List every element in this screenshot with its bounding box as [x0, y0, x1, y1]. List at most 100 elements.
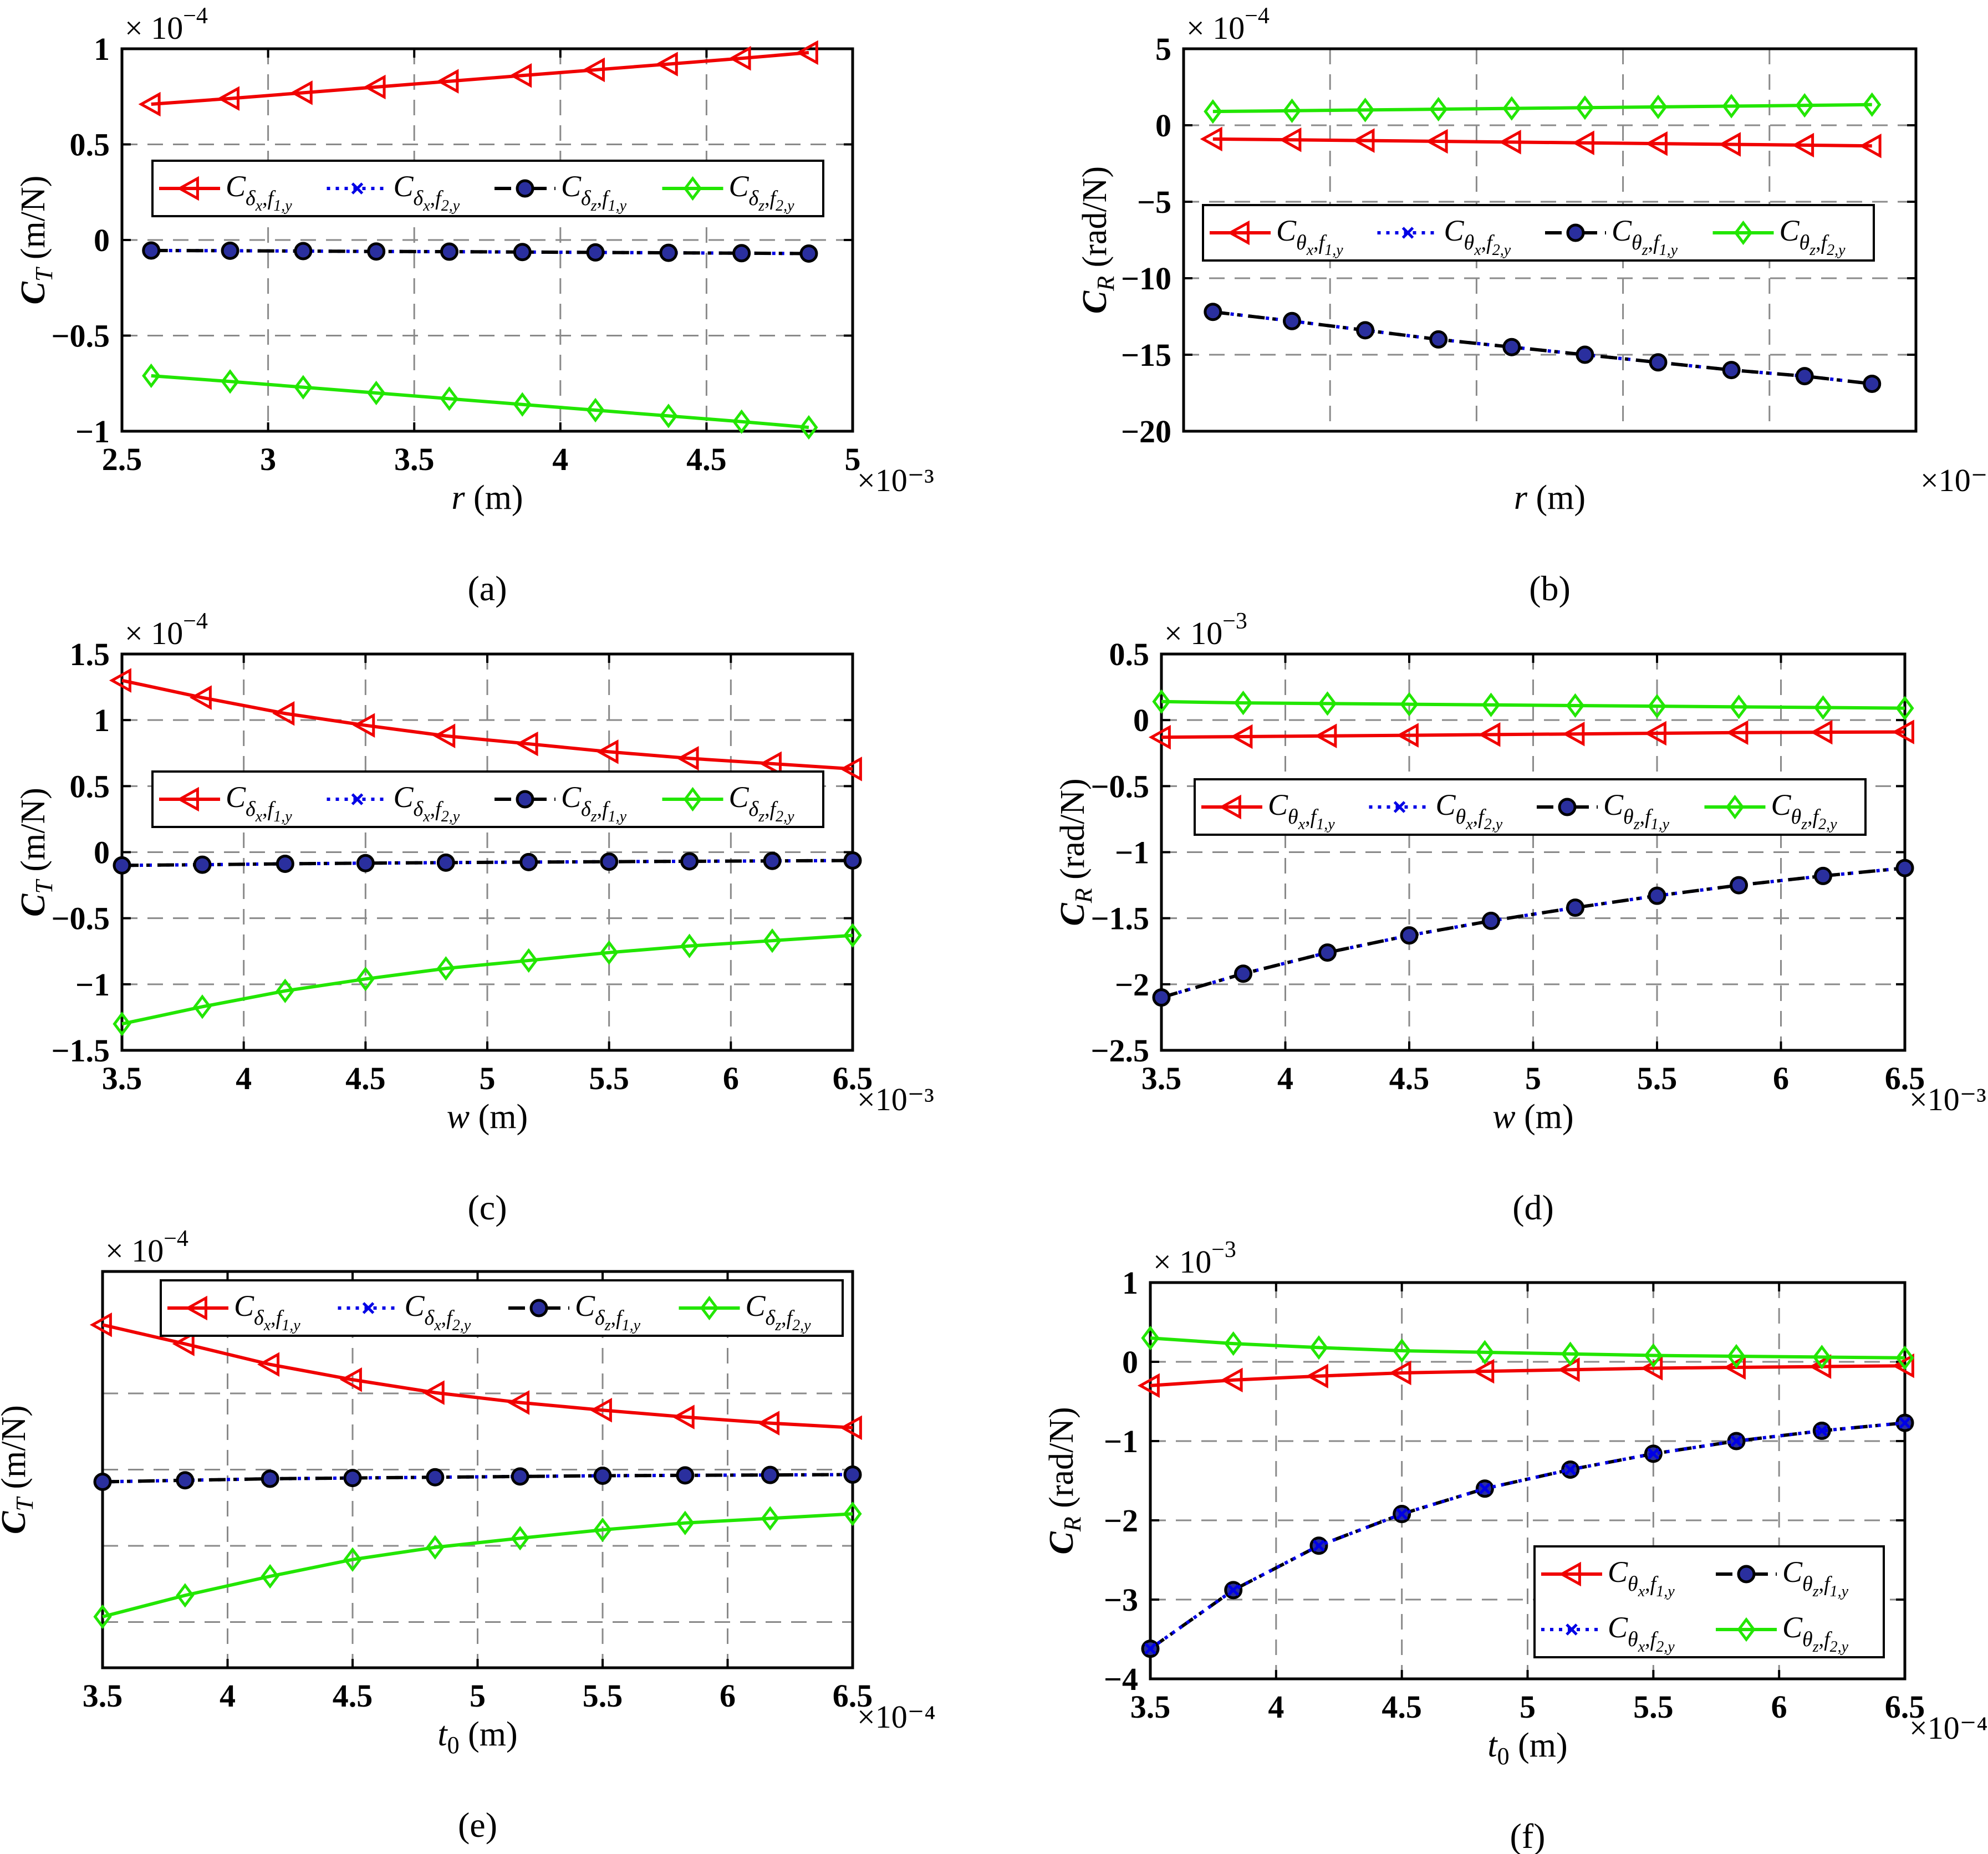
diamond-marker: [276, 978, 294, 1003]
triangle-marker: [1220, 1367, 1243, 1393]
series-line: [1161, 866, 1905, 999]
y-label-sub: T: [30, 879, 58, 894]
legend-sub2-sub: 1,y: [1830, 1583, 1849, 1600]
y-label-var: C: [1043, 1531, 1080, 1555]
circle-marker: [511, 1467, 529, 1486]
diamond-marker: [356, 967, 375, 992]
y-label-unit: (m/N): [0, 1405, 33, 1498]
diamond-marker: [1475, 1340, 1495, 1365]
legend-sub1: δ: [766, 1306, 776, 1330]
legend-sub2-sub: 1,y: [273, 197, 292, 214]
circle-marker: [142, 241, 161, 260]
diamond-marker: [1429, 96, 1448, 122]
x-tick-label: 5.5: [583, 1678, 623, 1714]
chart-panel-1: 50−5−10−15−20× 10−4×10⁻³r (m)CR (rad/N)(…: [1076, 3, 1988, 608]
legend-entry-label: Cθx,f1,y: [1276, 214, 1343, 259]
y-tick-label: 0.5: [70, 127, 110, 163]
legend-sub1-sub: z: [1809, 242, 1816, 259]
y-tick-label: −0.5: [51, 318, 110, 354]
circle-marker: [1566, 898, 1584, 917]
legend-var: C: [394, 170, 414, 203]
legend-comma: ,: [1816, 231, 1821, 254]
x-label-var: r: [1514, 479, 1528, 517]
y-tick-label: −15: [1121, 337, 1171, 373]
diamond-marker: [93, 1604, 112, 1630]
y-tick-label: 0: [1155, 108, 1171, 144]
circle-marker: [1400, 926, 1419, 945]
diamond-marker: [586, 397, 605, 423]
triangle-marker: [185, 1295, 207, 1321]
triangle-marker: [1892, 719, 1914, 744]
triangle-marker: [1425, 129, 1448, 154]
legend-sub2-sub: 2,y: [1818, 816, 1837, 833]
triangle-marker: [1227, 220, 1250, 246]
circle-marker: [1152, 988, 1171, 1007]
diamond-marker: [1318, 691, 1337, 716]
legend-var: C: [1603, 788, 1624, 821]
circle-marker: [93, 1473, 112, 1491]
legend-var: C: [729, 170, 750, 203]
legend-entry-label: Cδx,f2,y: [405, 1289, 471, 1334]
x-label-var: t: [1487, 1727, 1498, 1764]
diamond-marker: [176, 1583, 195, 1608]
legend-sub1: θ: [1456, 805, 1466, 829]
x-label-sub: 0: [1497, 1743, 1510, 1770]
diamond-marker: [1722, 94, 1741, 119]
legend-var: C: [746, 1289, 766, 1322]
y-tick-label: −1.5: [1090, 901, 1149, 937]
triangle-marker: [839, 1415, 862, 1441]
legend-sub1: θ: [1623, 805, 1634, 829]
x-tick-label: 5.5: [589, 1060, 629, 1096]
legend-sub1: θ: [1628, 1628, 1638, 1651]
diamond-marker: [1566, 693, 1585, 718]
legend-comma: ,: [1473, 805, 1479, 829]
panel-label: (a): [467, 569, 507, 608]
diamond-marker: [1795, 93, 1814, 118]
legend-sub1: θ: [1632, 231, 1642, 254]
diamond-marker: [676, 1510, 695, 1535]
x-marker: [362, 1302, 375, 1314]
x-tick-label: 5: [1525, 1060, 1541, 1096]
legend-comma: ,: [1481, 231, 1487, 254]
y-multiplier-base: × 10: [1164, 615, 1222, 651]
circle-marker: [1482, 911, 1501, 930]
y-label-unit: (rad/N): [1076, 166, 1114, 276]
diamond-marker: [1224, 1331, 1243, 1356]
chart-panel-4: 3.544.555.566.5× 10−4×10⁻⁴t0 (m)CT (m/N)…: [0, 1226, 936, 1845]
x-label-unit: (m): [460, 1715, 518, 1753]
triangle-marker: [176, 786, 199, 812]
series-line: [102, 1512, 853, 1618]
triangle-marker: [189, 685, 212, 710]
legend-var: C: [729, 780, 750, 814]
x-marker: [1566, 1623, 1578, 1636]
legend-sub1: θ: [1802, 1572, 1813, 1596]
legend-var: C: [1268, 788, 1288, 821]
chart-panel-3: 3.5 4 4.5 5 5.5 6 6.5 0.5 0 −0.5 −1 −1.5 −2 −2.5 × 10−…: [1054, 609, 1986, 1227]
triangle-marker: [290, 80, 313, 105]
series-line: [1161, 730, 1905, 739]
diamond-marker: [1502, 96, 1521, 121]
legend-sub1-sub: z: [1801, 816, 1807, 833]
y-tick-label: 1.5: [70, 636, 110, 672]
y-tick-label: 0: [1122, 1344, 1138, 1380]
diamond-marker: [113, 1012, 131, 1036]
x-tick-label: 3.5: [83, 1678, 123, 1714]
series-line: [121, 859, 853, 867]
diamond-marker: [843, 923, 862, 948]
x-tick-label: 6.5: [1885, 1060, 1925, 1096]
diamond-marker: [193, 994, 212, 1019]
legend-sub2-sub: 2,y: [1827, 242, 1846, 259]
legend-sub2-sub: 2,y: [441, 197, 460, 214]
x-tick-label: 6: [723, 1060, 739, 1096]
x-label-var: w: [447, 1098, 470, 1136]
circle-marker: [763, 851, 782, 870]
circle-marker: [1737, 1565, 1756, 1584]
x-tick-label: 3.5: [102, 1060, 142, 1096]
triangle-marker: [1718, 132, 1741, 157]
diamond-marker: [1141, 1325, 1160, 1351]
triangle-marker: [1230, 724, 1253, 749]
legend-sub2-sub: 2,y: [1830, 1638, 1849, 1656]
legend-sub1-sub: x: [1638, 1583, 1645, 1600]
panel-label: (f): [1510, 1816, 1546, 1854]
diamond-marker: [261, 1564, 279, 1589]
